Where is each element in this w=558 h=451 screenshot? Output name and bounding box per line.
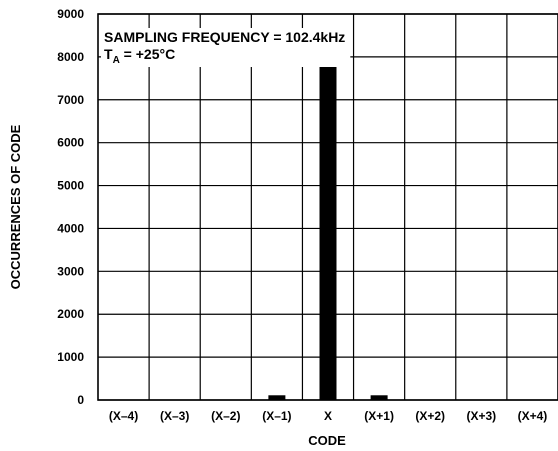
x-tick-label: (X–3) [160, 409, 189, 423]
plot-frame [97, 13, 558, 401]
y-tick-labels: 0 1000 2000 3000 4000 5000 6000 7000 8000 9000 [57, 7, 84, 407]
y-tick-label: 0 [77, 393, 84, 407]
x-tick-label: X [324, 409, 332, 423]
x-tick-label: (X+2) [415, 409, 445, 423]
y-tick-label: 8000 [57, 50, 84, 64]
annotation-sampling-frequency: SAMPLING FREQUENCY = 102.4kHz [104, 29, 345, 45]
y-tick-label: 7000 [57, 93, 84, 107]
y-tick-label: 2000 [57, 307, 84, 321]
y-tick-label: 3000 [57, 264, 84, 278]
x-axis-title: CODE [308, 433, 346, 448]
y-tick-label: 6000 [57, 136, 84, 150]
annotation-temperature-subscript: A [113, 55, 120, 66]
y-axis-title: OCCURRENCES OF CODE [8, 124, 23, 289]
annotation-background [101, 28, 351, 67]
bar [319, 54, 337, 400]
bar [370, 395, 388, 400]
x-tick-label: (X–2) [211, 409, 240, 423]
y-tick-label: 9000 [57, 7, 84, 21]
x-tick-label: (X+3) [466, 409, 496, 423]
annotation-temperature-symbol: T [104, 46, 113, 62]
x-tick-labels: (X–4) (X–3) (X–2) (X–1) X (X+1) (X+2) (X+3) (X+4… [109, 409, 547, 423]
x-tick-label: (X+1) [364, 409, 394, 423]
x-tick-label: (X–4) [109, 409, 138, 423]
bars [268, 54, 388, 400]
annotation-temperature: TA = +25°C [104, 46, 175, 66]
y-tick-label: 5000 [57, 179, 84, 193]
y-tick-label: 4000 [57, 221, 84, 235]
annotation-temperature-value: = +25°C [120, 46, 175, 62]
y-tick-label: 1000 [57, 350, 84, 364]
x-tick-label: (X–1) [262, 409, 291, 423]
x-tick-label: (X+4) [518, 409, 548, 423]
bar [268, 395, 286, 400]
